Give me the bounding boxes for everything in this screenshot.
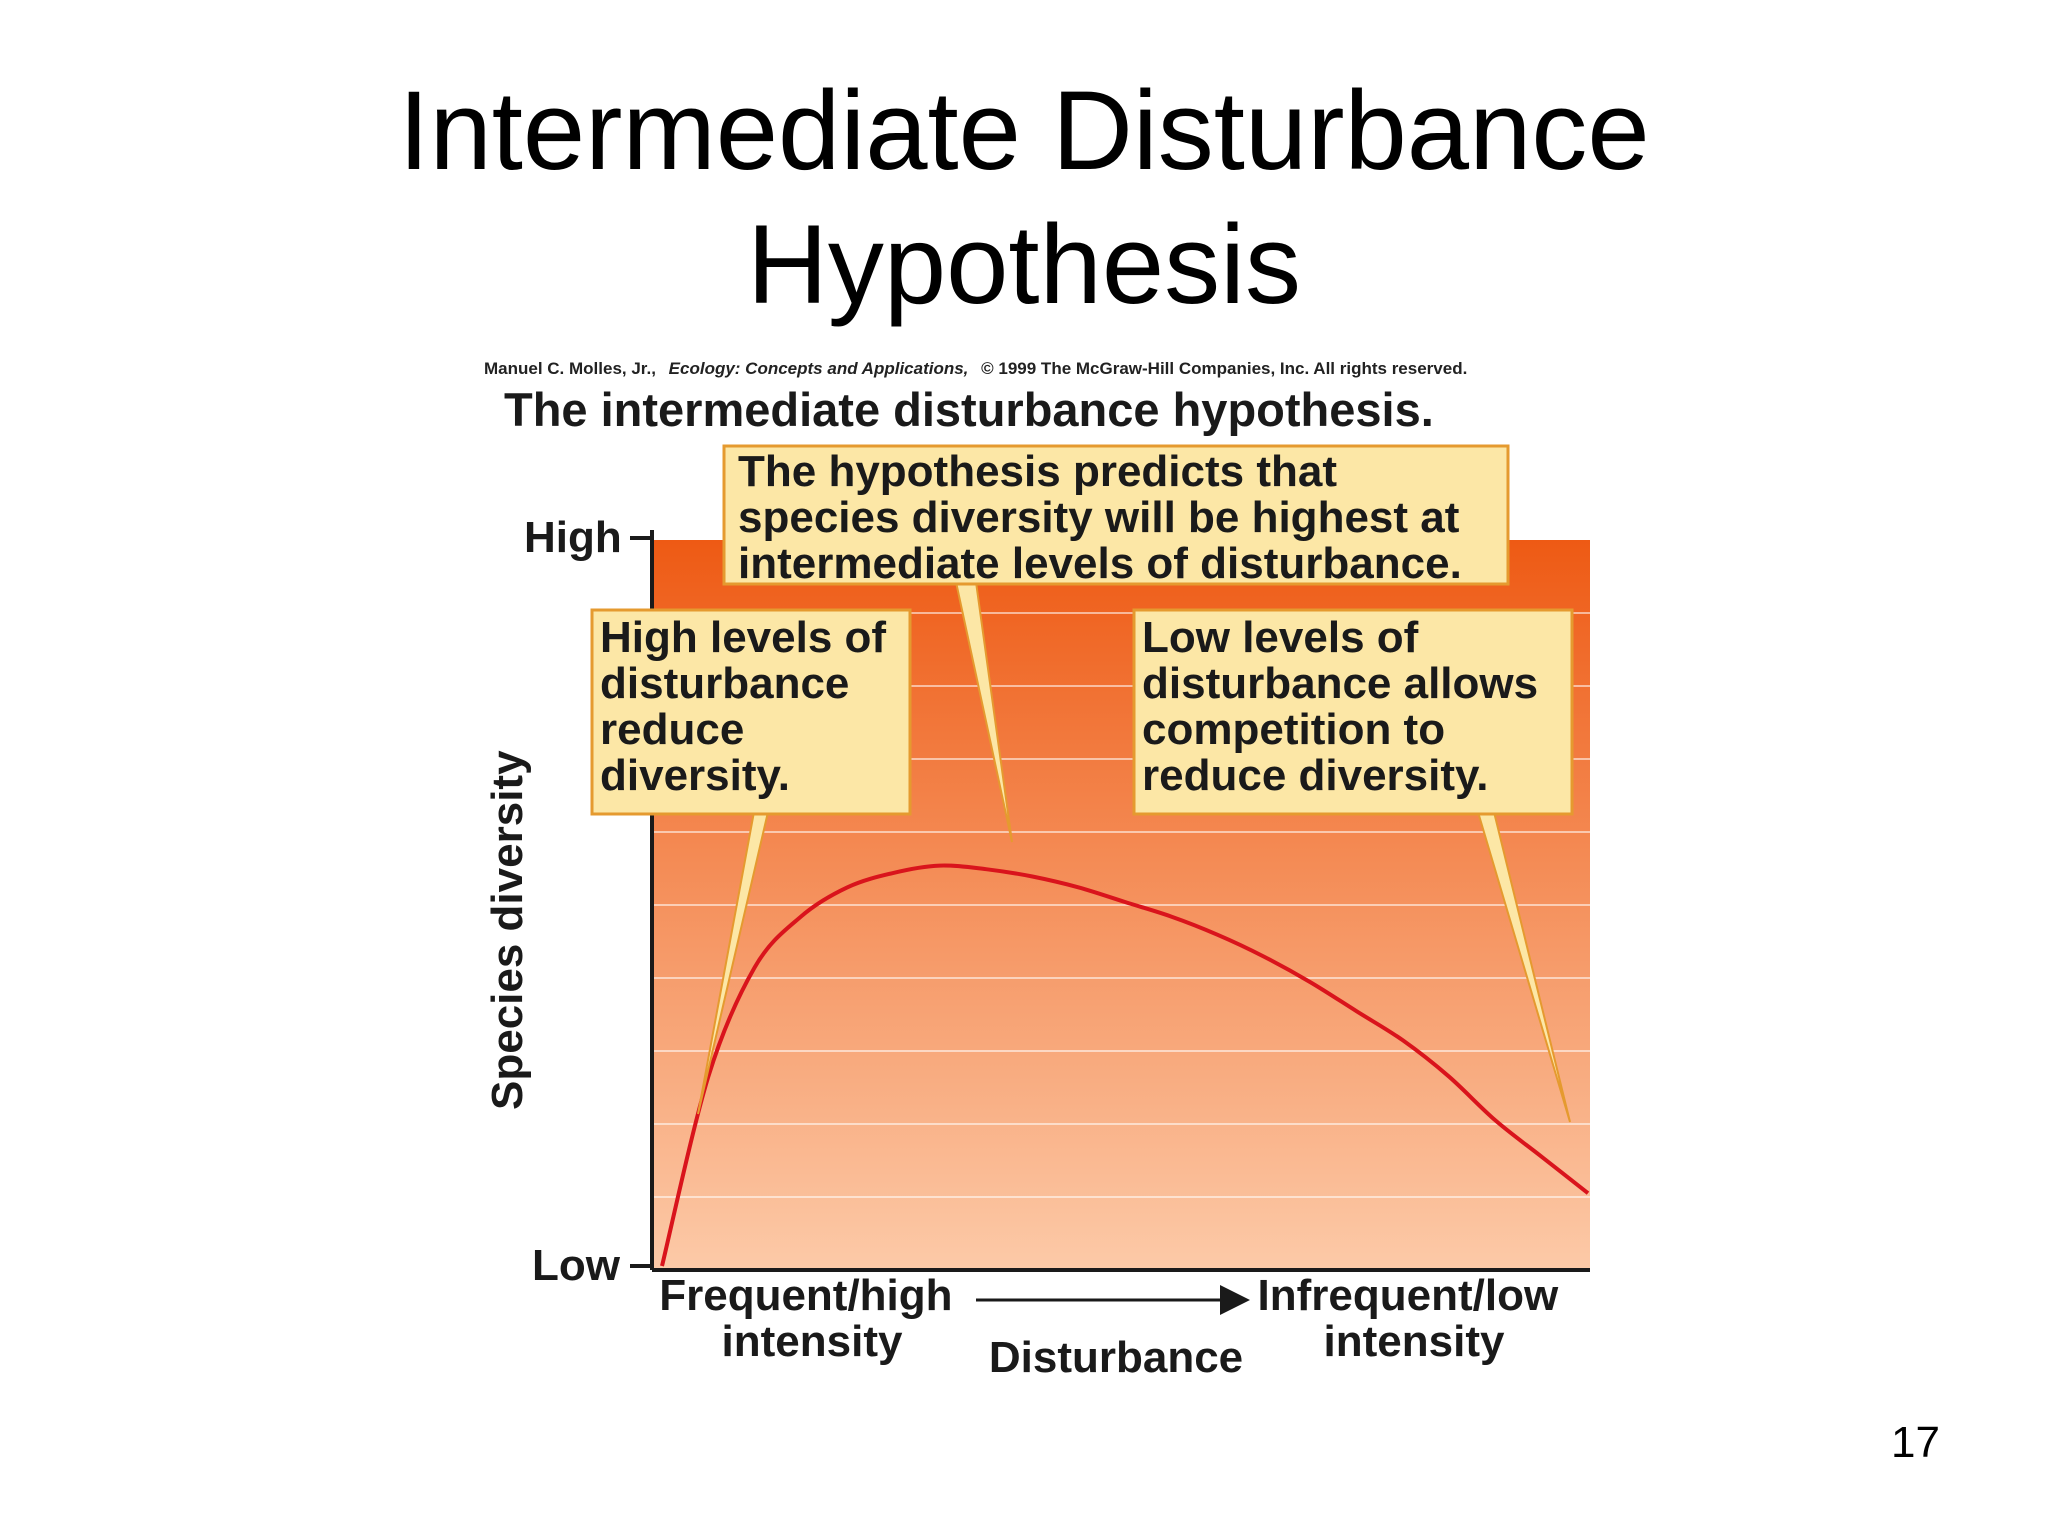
- x-tick-label-left: Frequent/high intensity: [659, 1271, 965, 1366]
- y-axis-label: Species diversity: [483, 750, 532, 1110]
- callout-high-line3: reduce: [600, 705, 744, 754]
- slide-title-line1: Intermediate Disturbance: [398, 68, 1650, 193]
- callout-main-line1: The hypothesis predicts that: [738, 447, 1337, 496]
- callout-low-disturbance: [1132, 608, 1574, 816]
- x-tick-left-line2: intensity: [722, 1317, 903, 1366]
- credit-book: Ecology: Concepts and Applications,: [669, 359, 969, 378]
- y-tick-label-low: Low: [532, 1241, 621, 1290]
- callout-high-line2: disturbance: [600, 659, 849, 708]
- x-axis-label: Disturbance: [989, 1333, 1243, 1382]
- figure-credit: Manuel C. Molles, Jr., Ecology: Concepts…: [484, 359, 1467, 378]
- callout-low-line4: reduce diversity.: [1142, 751, 1488, 800]
- slide-title-line2: Hypothesis: [746, 202, 1302, 327]
- callout-main-line2: species diversity will be highest at: [738, 493, 1460, 542]
- x-tick-left-line1: Frequent/high: [659, 1271, 952, 1320]
- figure-title: The intermediate disturbance hypothesis.: [504, 383, 1434, 436]
- x-tick-right-line2: intensity: [1324, 1317, 1505, 1366]
- callout-high-line4: diversity.: [600, 751, 790, 800]
- callout-high-text: High levels of disturbance reduce divers…: [600, 613, 898, 800]
- slide-title: Intermediate Disturbance Hypothesis: [0, 64, 2048, 332]
- callout-main: [722, 444, 1510, 586]
- x-tick-right-line1: Infrequent/low: [1258, 1271, 1559, 1320]
- callout-low-line3: competition to: [1142, 705, 1445, 754]
- diversity-curve: [660, 863, 1590, 1267]
- credit-author: Manuel C. Molles, Jr.,: [484, 359, 656, 378]
- callout-low-text: Low levels of disturbance allows competi…: [1142, 613, 1550, 800]
- callout-main-text: The hypothesis predicts that species div…: [738, 447, 1472, 588]
- callout-main-line3: intermediate levels of disturbance.: [738, 539, 1462, 588]
- y-tick-label-high: High: [524, 513, 622, 562]
- callout-low-line1: Low levels of: [1142, 613, 1419, 662]
- credit-rest: © 1999 The McGraw-Hill Companies, Inc. A…: [981, 359, 1467, 378]
- callout-high-line1: High levels of: [600, 613, 886, 662]
- callout-high-disturbance: [590, 608, 912, 816]
- x-tick-label-right: Infrequent/low intensity: [1258, 1271, 1571, 1366]
- slide-number: 17: [1891, 1418, 1940, 1467]
- callout-low-line2: disturbance allows: [1142, 659, 1538, 708]
